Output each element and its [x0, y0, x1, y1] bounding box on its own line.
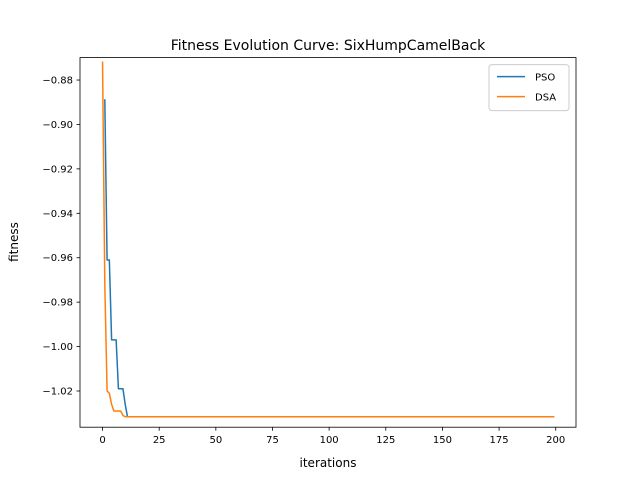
- y-tick-label: −0.90: [42, 120, 73, 131]
- x-tick-label: 175: [490, 435, 509, 446]
- x-tick-label: 50: [209, 435, 222, 446]
- x-tick-label: 25: [153, 435, 166, 446]
- y-tick-label: −0.92: [42, 164, 73, 175]
- x-axis-label: iterations: [300, 456, 357, 470]
- y-tick-label: −0.96: [42, 253, 73, 264]
- chart-title: Fitness Evolution Curve: SixHumpCamelBac…: [171, 38, 486, 54]
- x-tick-label: 100: [320, 435, 339, 446]
- x-tick-label: 200: [546, 435, 565, 446]
- legend-label-dsa: DSA: [535, 93, 556, 104]
- plot-area: [101, 61, 555, 418]
- plot-frame: [79, 57, 577, 428]
- x-tick-label: 0: [99, 435, 105, 446]
- x-tick-label: 150: [433, 435, 452, 446]
- y-tick-label: −1.02: [42, 386, 73, 397]
- legend-label-pso: PSO: [535, 73, 555, 84]
- y-axis-label: fitness: [7, 222, 21, 262]
- x-tick-label: 75: [266, 435, 279, 446]
- y-tick-label: −0.88: [42, 76, 73, 87]
- legend: PSO DSA: [488, 64, 570, 112]
- y-tick-label: −0.94: [42, 209, 73, 220]
- x-tick-label: 125: [376, 435, 395, 446]
- axes: 0 25 50 75 100 125 150 175 200 −0.88 −0.90 −0.92 −0.…: [42, 57, 577, 446]
- series-line-dsa: [101, 61, 555, 418]
- y-tick-label: −1.00: [42, 342, 73, 353]
- legend-box: [488, 64, 570, 112]
- y-tick-label: −0.98: [42, 298, 73, 309]
